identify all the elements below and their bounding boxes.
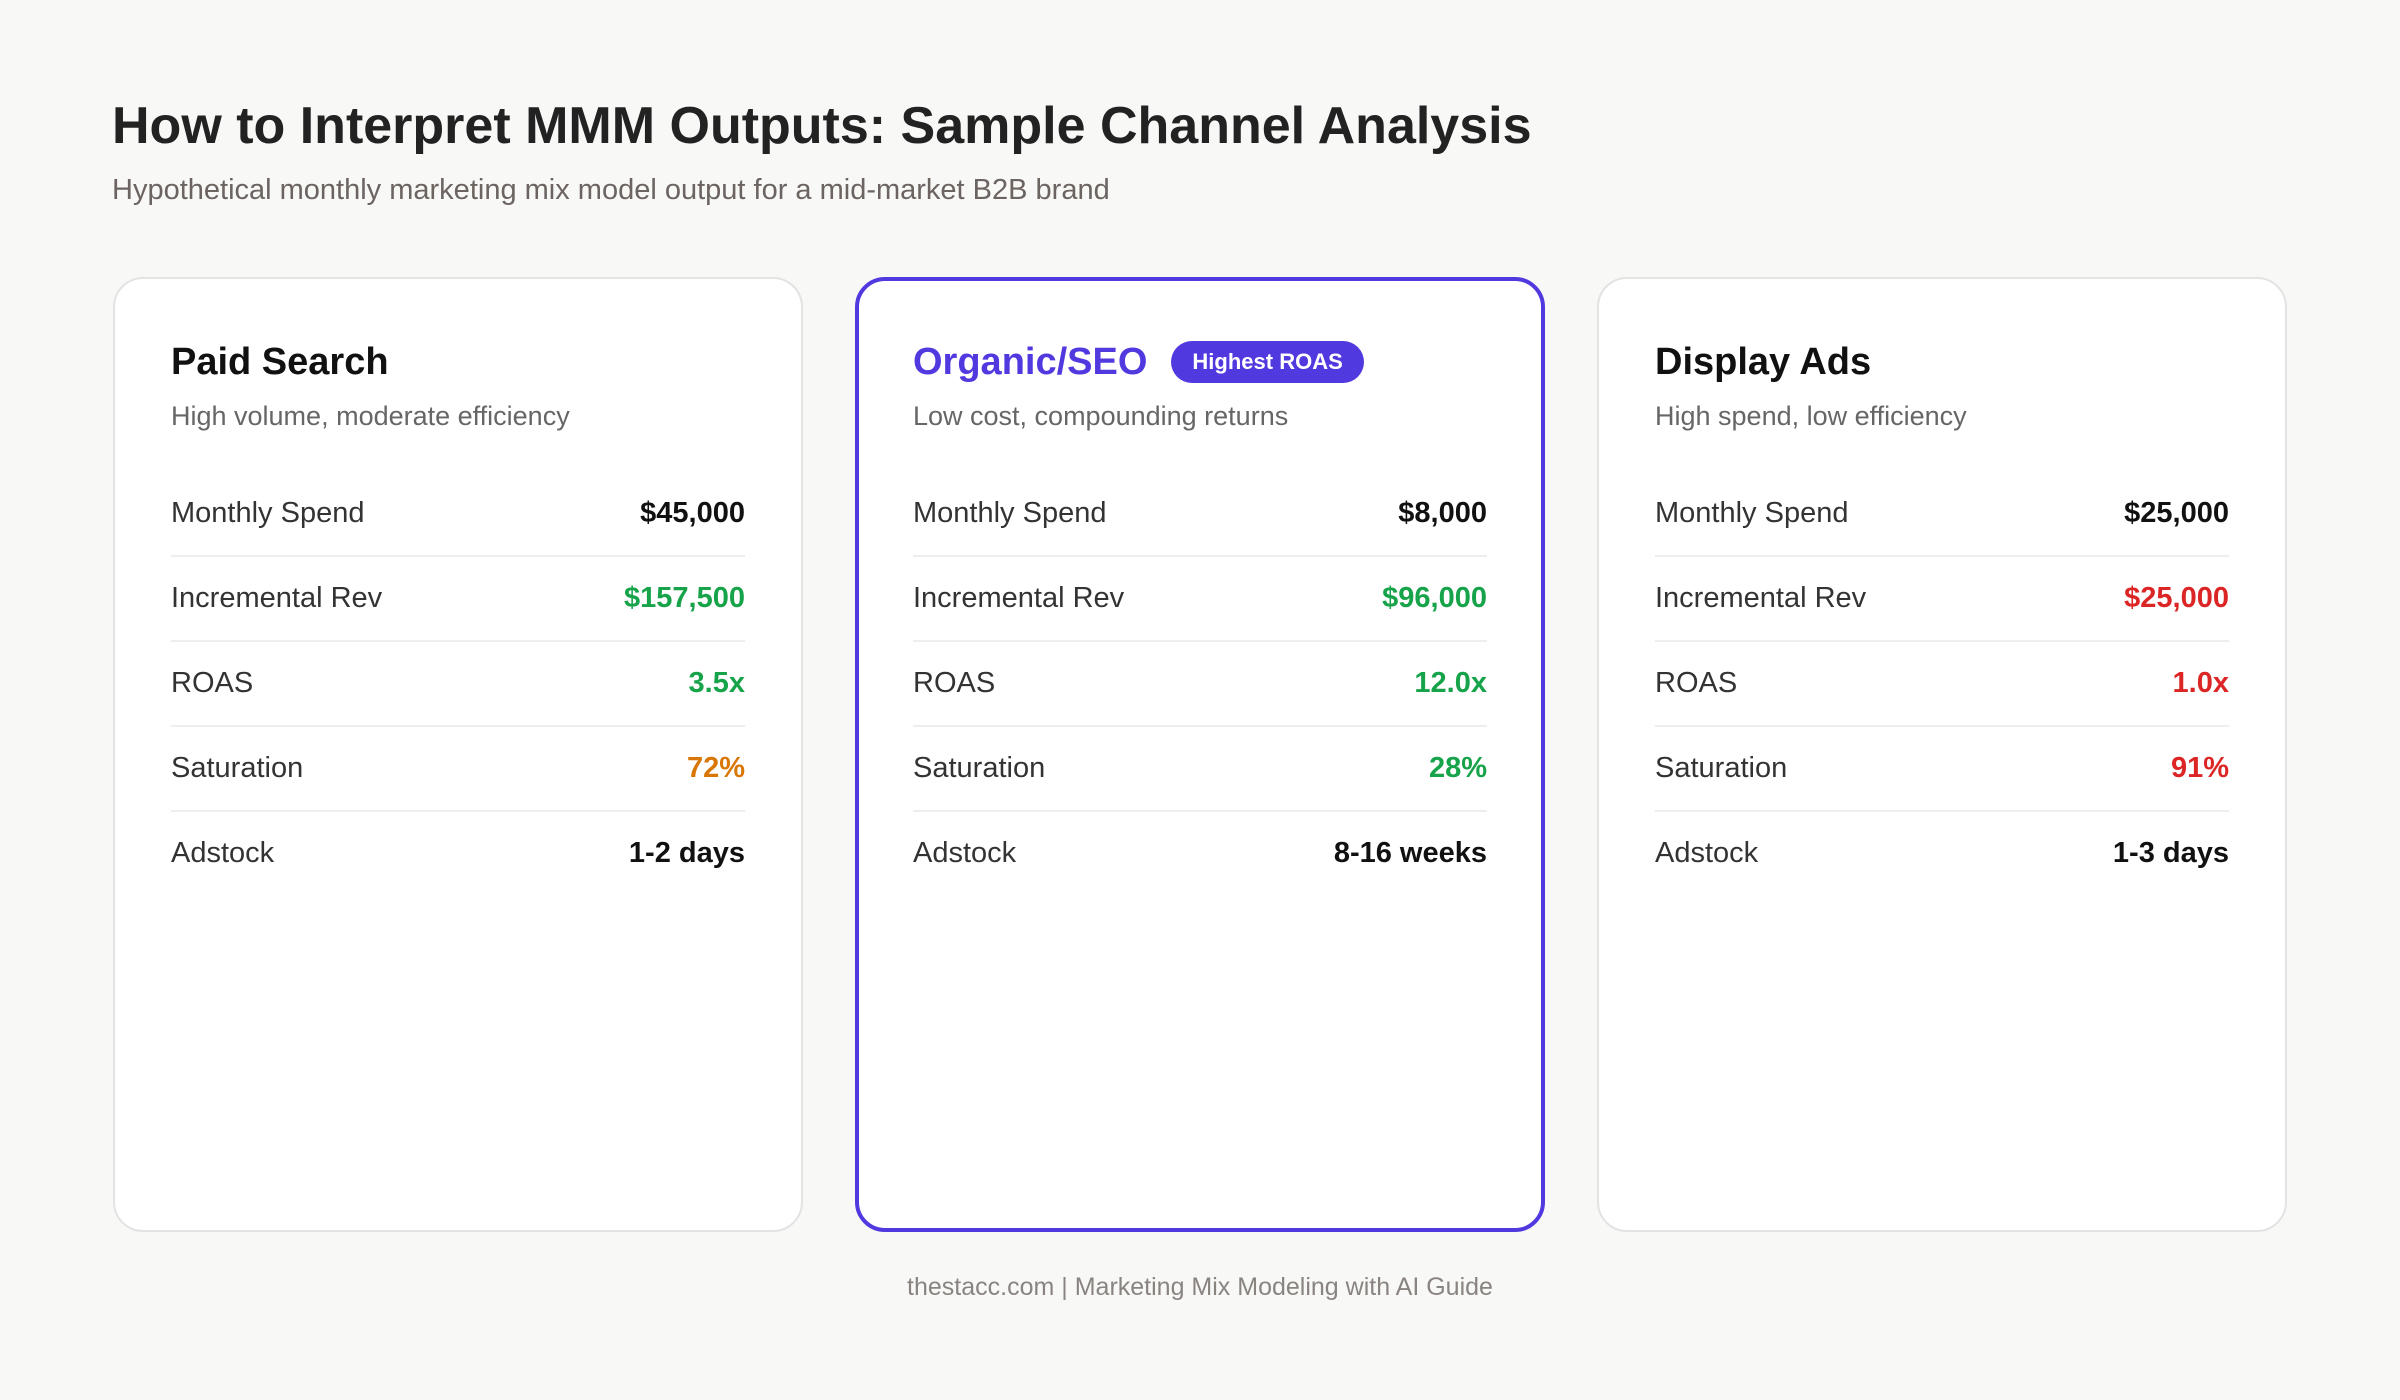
metric-label: Saturation — [171, 752, 304, 784]
metric-label: ROAS — [1655, 667, 1738, 699]
metric-label: Monthly Spend — [171, 497, 365, 529]
channel-card: Display Ads High spend, low efficiency Mon… — [1597, 277, 2287, 1232]
metric-value: $25,000 — [2124, 582, 2229, 614]
metric-label: Monthly Spend — [913, 497, 1107, 529]
metric-label: ROAS — [171, 667, 254, 699]
metric-label: Monthly Spend — [1655, 497, 1849, 529]
metric-label: Incremental Rev — [171, 582, 383, 614]
card-list: Paid Search High volume, moderate efficie… — [113, 277, 2287, 1232]
metric-list: Monthly Spend $25,000 Incremental Rev $25,0… — [1655, 472, 2229, 895]
metric-label: Adstock — [1655, 837, 1759, 869]
metric-label: Adstock — [171, 837, 275, 869]
metric-value: 1.0x — [2172, 667, 2229, 699]
metric-value: $157,500 — [624, 582, 745, 614]
card-title: Paid Search — [171, 340, 389, 383]
metric-value: 1-3 days — [2112, 837, 2229, 869]
metric-row: Saturation 72% — [171, 727, 745, 812]
metric-row: ROAS 1.0x — [1655, 642, 2229, 727]
page-title: How to Interpret MMM Outputs: Sample Cha… — [112, 97, 1532, 155]
metric-row: ROAS 3.5x — [171, 642, 745, 727]
card-title: Organic/SEO — [913, 340, 1148, 383]
metric-list: Monthly Spend $45,000 Incremental Rev $157,… — [171, 472, 745, 895]
card-header: Organic/SEO Highest ROAS — [913, 335, 1487, 389]
metric-value: $45,000 — [640, 497, 745, 529]
card-header: Paid Search — [171, 335, 745, 389]
metric-list: Monthly Spend $8,000 Incremental Rev $96,00… — [913, 472, 1487, 895]
metric-value: 91% — [2170, 752, 2229, 784]
metric-value: 1-2 days — [628, 837, 745, 869]
metric-value: 28% — [1428, 752, 1487, 784]
metric-value: 3.5x — [688, 667, 745, 699]
metric-row: Monthly Spend $45,000 — [171, 472, 745, 557]
metric-row: ROAS 12.0x — [913, 642, 1487, 727]
metric-value: $8,000 — [1398, 497, 1487, 529]
card-header: Display Ads — [1655, 335, 2229, 389]
metric-row: Incremental Rev $157,500 — [171, 557, 745, 642]
metric-row: Saturation 28% — [913, 727, 1487, 812]
metric-value: $96,000 — [1382, 582, 1487, 614]
channel-card: Paid Search High volume, moderate efficie… — [113, 277, 803, 1232]
card-title: Display Ads — [1655, 340, 1872, 383]
metric-label: Adstock — [913, 837, 1017, 869]
metric-row: Monthly Spend $8,000 — [913, 472, 1487, 557]
metric-row: Saturation 91% — [1655, 727, 2229, 812]
metric-value: 8-16 weeks — [1333, 837, 1487, 869]
card-subtitle: High volume, moderate efficiency — [171, 401, 570, 431]
metric-row: Incremental Rev $96,000 — [913, 557, 1487, 642]
metric-label: Saturation — [913, 752, 1046, 784]
metric-label: Incremental Rev — [1655, 582, 1867, 614]
metric-row: Monthly Spend $25,000 — [1655, 472, 2229, 557]
card-subtitle: High spend, low efficiency — [1655, 401, 1967, 431]
badge: Highest ROAS — [1171, 341, 1364, 383]
metric-row: Incremental Rev $25,000 — [1655, 557, 2229, 642]
metric-label: ROAS — [913, 667, 996, 699]
card-subtitle: Low cost, compounding returns — [913, 401, 1289, 431]
metric-row: Adstock 1-2 days — [171, 812, 745, 895]
metric-value: 12.0x — [1414, 667, 1487, 699]
metric-value: 72% — [686, 752, 745, 784]
footer: thestacc.com | Marketing Mix Modeling wi… — [907, 1273, 1493, 1301]
metric-row: Adstock 8-16 weeks — [913, 812, 1487, 895]
metric-label: Saturation — [1655, 752, 1788, 784]
page-subtitle: Hypothetical monthly marketing mix model… — [112, 174, 1110, 206]
channel-card: Organic/SEO Highest ROAS Low cost, compoun… — [855, 277, 1545, 1232]
metric-label: Incremental Rev — [913, 582, 1125, 614]
metric-row: Adstock 1-3 days — [1655, 812, 2229, 895]
metric-value: $25,000 — [2124, 497, 2229, 529]
